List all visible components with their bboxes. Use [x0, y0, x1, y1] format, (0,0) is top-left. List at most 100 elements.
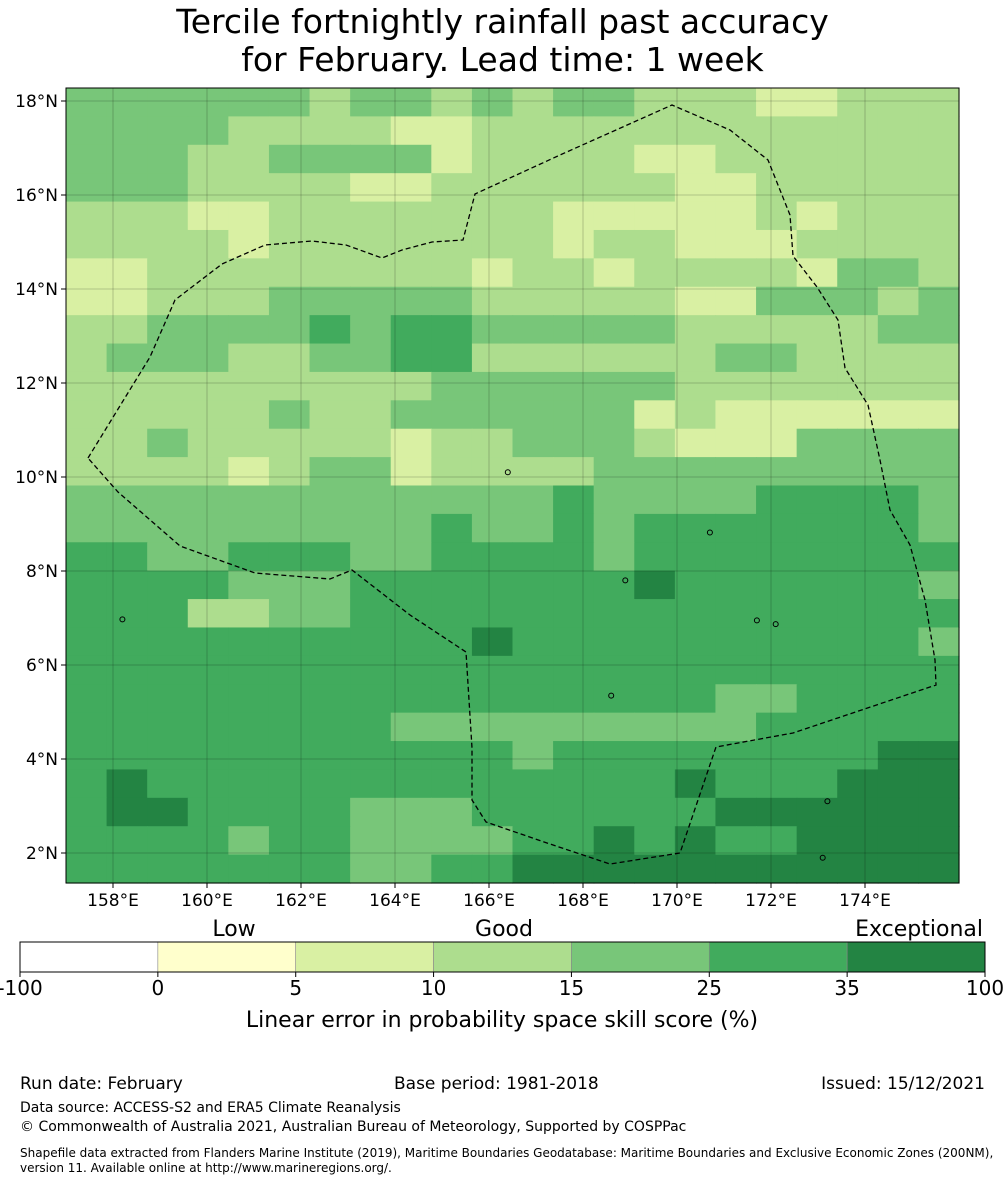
- lat-label: 8°N: [26, 562, 58, 582]
- grid-cell: [756, 173, 798, 203]
- grid-cell: [593, 627, 635, 657]
- grid-cell: [756, 428, 798, 458]
- grid-cell: [147, 627, 189, 657]
- grid-cell: [634, 655, 676, 685]
- grid-cell: [593, 343, 635, 373]
- grid-cell: [918, 741, 960, 771]
- grid-cell: [512, 599, 554, 629]
- grid-cell: [431, 854, 473, 884]
- grid-cell: [350, 315, 392, 345]
- grid-cell: [674, 684, 717, 714]
- grid-cell: [431, 286, 473, 316]
- grid-cell: [187, 741, 229, 771]
- grid-cell: [877, 627, 920, 657]
- grid-cell: [471, 542, 514, 572]
- grid-cell: [350, 684, 392, 714]
- grid-cell: [106, 201, 148, 231]
- grid-cell: [106, 229, 148, 259]
- grid-cell: [147, 769, 189, 799]
- grid-cell: [918, 769, 960, 799]
- grid-cell: [553, 173, 595, 203]
- grid-cell: [756, 229, 798, 259]
- eez-boundary: [87, 104, 937, 865]
- grid-cell: [350, 826, 392, 856]
- grid-cell: [471, 769, 514, 799]
- grid-cell: [593, 655, 635, 685]
- grid-cell: [877, 400, 920, 430]
- grid-cell: [877, 229, 920, 259]
- grid-cell: [147, 542, 189, 572]
- colorbar-frame: [19, 941, 986, 973]
- grid-cell: [877, 371, 920, 401]
- shapefile-credit-line-1: Shapefile data extracted from Flanders M…: [20, 1146, 994, 1160]
- grid-cell: [593, 684, 635, 714]
- grid-cell: [228, 116, 270, 146]
- grid-cell: [431, 741, 473, 771]
- grid-cell: [593, 741, 635, 771]
- grid-cell: [877, 854, 920, 884]
- grid-cell: [593, 854, 635, 884]
- grid-cell: [187, 684, 229, 714]
- category-low-label: Low: [212, 917, 255, 942]
- grid-cell: [431, 371, 473, 401]
- grid-cell: [877, 712, 920, 742]
- grid-cell: [66, 400, 108, 430]
- colorbar: [19, 941, 986, 973]
- grid-cell: [877, 599, 920, 629]
- grid-cell: [918, 88, 960, 117]
- grid-cell: [837, 258, 879, 288]
- grid-cell: [674, 854, 717, 884]
- grid-cell: [553, 684, 595, 714]
- grid-cell: [106, 286, 148, 316]
- grid-cell: [674, 457, 717, 487]
- grid-cell: [66, 457, 108, 487]
- grid-cell: [634, 201, 676, 231]
- grid-cell: [674, 428, 717, 458]
- grid-cell: [147, 570, 189, 600]
- grid-cell: [837, 144, 879, 174]
- grid-cell: [634, 570, 676, 600]
- grid-cell: [350, 797, 392, 827]
- grid-cell: [796, 485, 838, 515]
- grid-cell: [918, 854, 960, 884]
- grid-cell: [756, 315, 798, 345]
- grid-cell: [756, 201, 798, 231]
- grid-cell: [187, 286, 229, 316]
- grid-cell: [837, 797, 879, 827]
- grid-cell: [593, 542, 635, 572]
- grid-cell: [66, 428, 108, 458]
- grid-cell: [877, 542, 920, 572]
- grid-cell: [431, 712, 473, 742]
- grid-cell: [837, 655, 879, 685]
- grid-cell: [553, 457, 595, 487]
- grid-cell: [837, 88, 879, 117]
- grid-cell: [634, 627, 676, 657]
- grid-cell: [431, 797, 473, 827]
- grid-cell: [309, 88, 351, 117]
- grid-cell: [106, 797, 148, 827]
- grid-cell: [593, 457, 635, 487]
- grid-cell: [715, 201, 757, 231]
- grid-cell: [431, 258, 473, 288]
- grid-cell: [593, 258, 635, 288]
- colorbar-tick-label: 35: [834, 976, 859, 1000]
- grid-cell: [187, 144, 229, 174]
- grid-cell: [756, 684, 798, 714]
- grid-cell: [268, 684, 311, 714]
- colorbar-tick-label: 5: [289, 976, 302, 1000]
- grid-cell: [309, 371, 351, 401]
- grid-cell: [309, 229, 351, 259]
- grid-cell: [390, 343, 432, 373]
- data-source: Data source: ACCESS-S2 and ERA5 Climate …: [20, 1100, 401, 1116]
- grid-cell: [877, 684, 920, 714]
- colorbar-segment: [846, 941, 986, 973]
- grid-cell: [66, 570, 108, 600]
- grid-cell: [756, 258, 798, 288]
- grid-cell: [837, 173, 879, 203]
- grid-cell: [553, 797, 595, 827]
- grid-cell: [66, 229, 108, 259]
- grid-cell: [147, 457, 189, 487]
- grid-cell: [796, 457, 838, 487]
- grid-cell: [268, 315, 311, 345]
